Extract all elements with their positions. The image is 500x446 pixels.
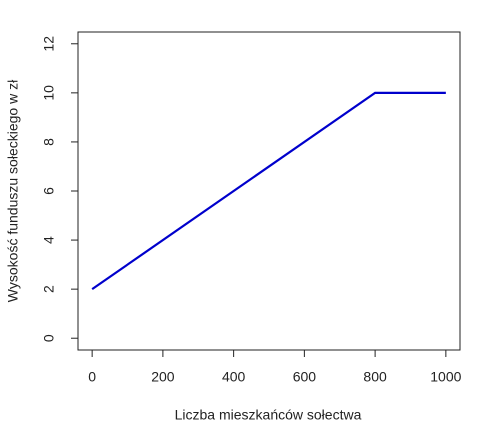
y-tick-label: 6: [41, 187, 57, 195]
y-tick-label: 2: [41, 285, 57, 293]
y-tick-label: 12: [41, 36, 57, 52]
y-tick-label: 0: [41, 334, 57, 342]
x-tick-label: 600: [293, 369, 317, 385]
x-tick-label: 400: [222, 369, 246, 385]
y-axis-label: Wysokość funduszu sołeckiego w zł: [5, 79, 21, 302]
x-axis-label: Liczba mieszkańców sołectwa: [175, 407, 362, 423]
x-tick-label: 0: [88, 369, 96, 385]
y-tick-label: 4: [41, 236, 57, 244]
x-tick-label: 800: [363, 369, 387, 385]
y-tick-label: 8: [41, 138, 57, 146]
x-tick-label: 1000: [430, 369, 461, 385]
line: [91, 91, 446, 291]
y-tick-label: 10: [41, 85, 57, 101]
x-tick-label: 200: [151, 369, 175, 385]
plot-box: [77, 31, 461, 351]
